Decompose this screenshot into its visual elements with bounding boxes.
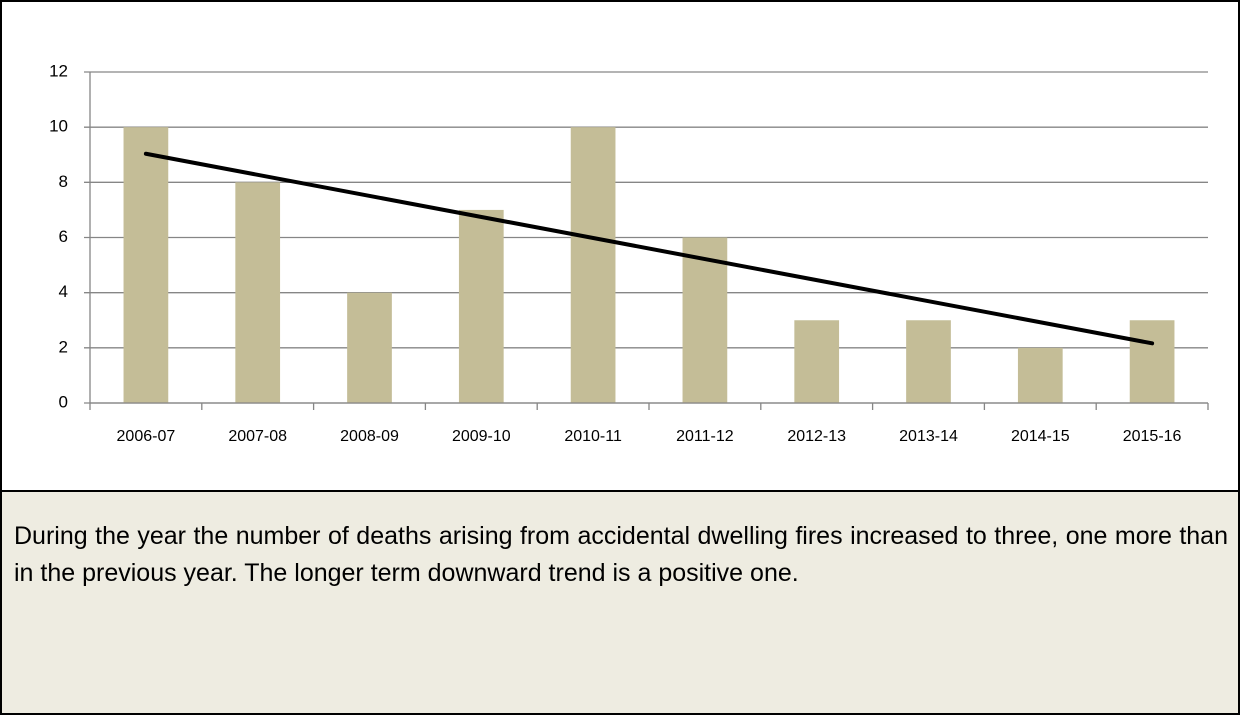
y-tick-label: 4 <box>59 282 68 301</box>
x-tick-label: 2009-10 <box>452 428 511 445</box>
y-tick-label: 8 <box>59 172 68 191</box>
x-tick-label: 2010-11 <box>564 428 622 445</box>
y-tick-label: 0 <box>59 392 68 411</box>
note-box: During the year the number of deaths ari… <box>0 490 1240 715</box>
bar <box>1017 347 1063 403</box>
y-tick-label: 12 <box>49 61 68 80</box>
bar <box>570 127 616 404</box>
x-tick-label: 2008-09 <box>340 428 399 445</box>
x-tick-label: 2007-08 <box>228 428 287 445</box>
bar <box>235 182 281 403</box>
x-tick-label: 2011-12 <box>676 428 734 445</box>
bar <box>458 209 504 403</box>
trend-line <box>143 151 1155 346</box>
bar <box>123 127 169 404</box>
bar <box>347 292 392 403</box>
x-tick-label: 2014-15 <box>1011 428 1070 445</box>
bar <box>1129 320 1175 403</box>
x-tick-label: 2013-14 <box>899 428 958 445</box>
chart-border <box>0 0 1240 492</box>
y-tick-label: 6 <box>59 227 68 246</box>
x-tick-label: 2012-13 <box>787 428 846 445</box>
bar <box>682 237 728 403</box>
chart: 0 2 4 6 8 10 12 2006-07 2007-08 2008-09 2009-10 201… <box>0 0 1240 492</box>
bar <box>794 320 840 403</box>
x-tick-label: 2006-07 <box>117 428 176 445</box>
bar <box>906 320 951 403</box>
x-tick-label: 2015-16 <box>1123 428 1182 445</box>
y-tick-label: 10 <box>49 117 68 136</box>
y-tick-label: 2 <box>59 337 68 356</box>
note-text: During the year the number of deaths ari… <box>14 522 1228 587</box>
